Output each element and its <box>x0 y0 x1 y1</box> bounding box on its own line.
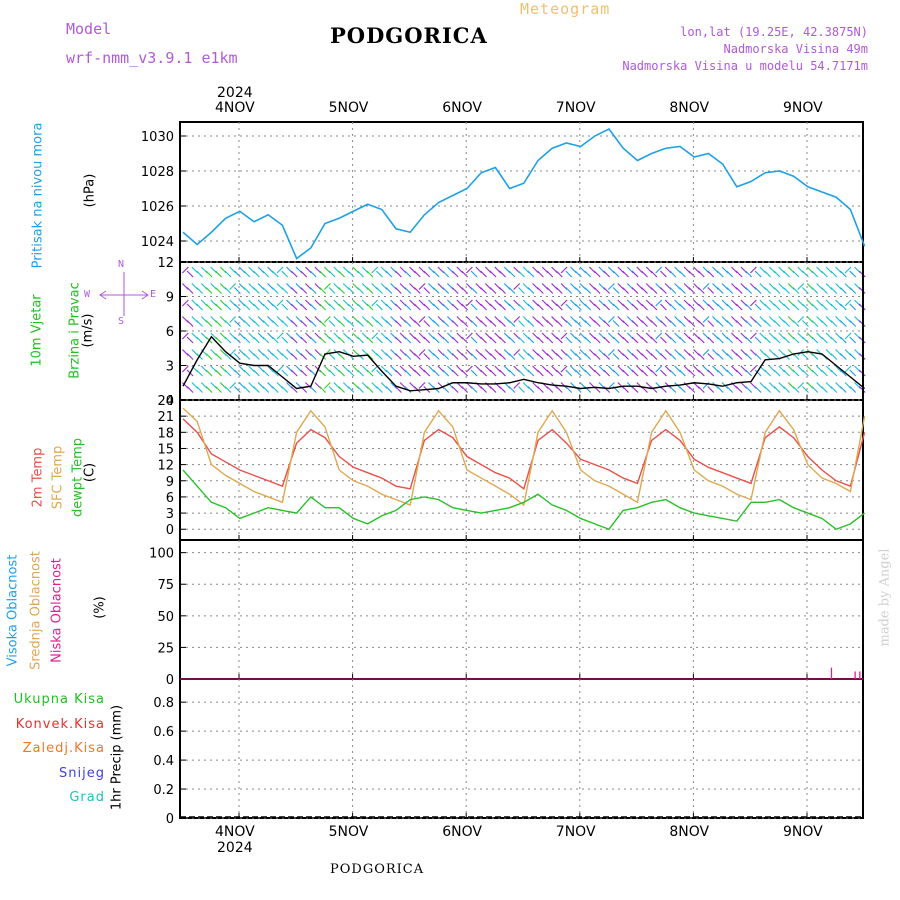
pressure-tick-label: 1028 <box>141 165 174 180</box>
bottom-date-label: 5NOV <box>328 824 369 840</box>
cloud-tick-label: 25 <box>157 641 174 656</box>
precipitation-tick-label: 0 <box>166 812 174 827</box>
precip-legend-item: Grad <box>69 790 105 805</box>
elevation-label: Nadmorska Visina 49m <box>723 42 869 56</box>
precipitation-tick-label: 0.6 <box>153 725 174 740</box>
precipitation-tick-label: 0.2 <box>153 783 174 798</box>
temperature-tick-label: 6 <box>166 491 174 506</box>
compass-s: S <box>118 316 125 327</box>
year-label-bottom: 2024 <box>217 840 253 856</box>
precip-legend-item: Ukupna Kisa <box>13 692 105 707</box>
wind-tick-label: 3 <box>166 360 174 375</box>
top-date-label: 7NOV <box>555 100 596 116</box>
dewpt-series-line <box>182 469 866 531</box>
precip-legend-item: Konvek.Kisa <box>15 716 105 732</box>
precipitation-tick-label: 0.4 <box>153 754 174 769</box>
bottom-date-label: 4NOV <box>215 824 255 840</box>
compass-w: W <box>84 289 91 300</box>
wind-speed-line <box>182 335 866 392</box>
cloud-tick-label: 100 <box>149 547 174 562</box>
cloud-tick-label: 75 <box>157 578 174 593</box>
cloud-frame <box>179 539 864 680</box>
temperature-tick-label: 15 <box>157 442 174 457</box>
bottom-date-label: 6NOV <box>442 824 482 840</box>
top-date-label: 6NOV <box>442 100 482 116</box>
top-date-label: 9NOV <box>783 100 823 116</box>
model-elevation-label: Nadmorska Visina u modelu 54.7171m <box>622 59 868 73</box>
model-name: wrf-nmm_v3.9.1 e1km <box>66 49 238 67</box>
precip-legend-item: Zaledj.Kisa <box>22 741 105 756</box>
top-date-label: 8NOV <box>669 100 710 116</box>
coords-label: lon,lat (19.25E, 42.3875N) <box>680 25 868 39</box>
model-label: Model <box>66 20 112 38</box>
bottom-date-label: 8NOV <box>669 824 710 840</box>
pressure-series-line <box>182 127 866 260</box>
compass-n: N <box>118 259 125 270</box>
temperature-tick-label: 21 <box>157 410 174 425</box>
pressure-tick-label: 1026 <box>141 200 174 215</box>
temperature-tick-label: 24 <box>157 394 174 409</box>
top-date-label: 4NOV <box>215 100 255 116</box>
precipitation-tick-label: 0.8 <box>153 696 174 711</box>
precip-legend-item: Snijeg <box>59 765 105 781</box>
precipitation-frame <box>179 678 864 819</box>
temperature-tick-label: 12 <box>157 459 174 474</box>
temperature-tick-label: 18 <box>157 426 174 441</box>
precip-legend: Ukupna Kisa Konvek.Kisa Zaledj.Kisa Snijeg G… <box>14 688 105 811</box>
sfc-temp-series-line <box>182 407 866 507</box>
wind-tick-label: 12 <box>157 256 174 271</box>
cloud-tick-label: 50 <box>157 610 174 625</box>
bottom-date-label: 7NOV <box>555 824 596 840</box>
temperature-frame <box>179 399 864 541</box>
temperature-tick-label: 3 <box>166 507 174 522</box>
bottom-date-label: 9NOV <box>783 824 823 840</box>
wind-tick-label: 0 <box>166 394 174 409</box>
pressure-tick-label: 1030 <box>141 130 174 145</box>
meteogram-label: Meteogram <box>520 0 611 18</box>
wind-tick-label: 6 <box>166 325 174 340</box>
wind-barbs <box>181 266 866 393</box>
temperature-tick-label: 0 <box>166 523 174 538</box>
page-title: PODGORICA <box>330 23 488 48</box>
pressure-tick-label: 1024 <box>141 235 174 250</box>
cloud-tick-label: 0 <box>166 673 174 688</box>
temp2m-series-line <box>182 418 866 491</box>
bottom-title: PODGORICA <box>330 862 425 877</box>
top-date-label: 5NOV <box>328 100 369 116</box>
compass-e: E <box>150 289 157 300</box>
compass-arrows <box>99 272 149 316</box>
temperature-tick-label: 9 <box>166 475 174 490</box>
year-label-top: 2024 <box>217 85 253 101</box>
wind-tick-label: 9 <box>166 291 174 306</box>
